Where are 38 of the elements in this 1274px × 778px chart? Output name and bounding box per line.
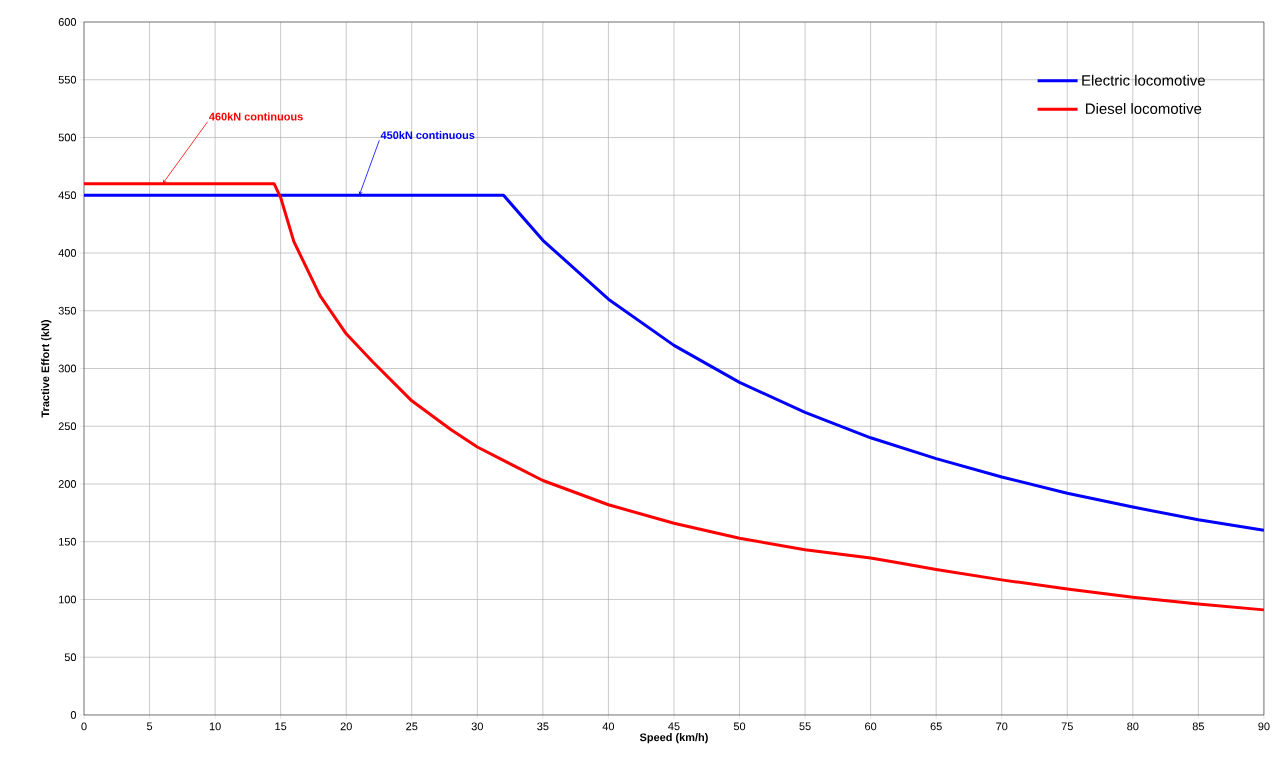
legend-label: Diesel locomotive: [1086, 103, 1202, 114]
x-tick-label: 25: [406, 722, 418, 731]
y-tick-label: 500: [58, 133, 77, 142]
x-tick-label: 80: [1127, 722, 1139, 731]
y-tick-label: 50: [64, 653, 77, 662]
x-tick-label: 35: [537, 722, 549, 731]
x-tick-label: 15: [275, 722, 287, 731]
x-tick-label: 20: [340, 722, 352, 731]
x-tick-label: 40: [602, 722, 615, 731]
y-tick-label: 150: [59, 537, 77, 546]
x-tick-label: 85: [1192, 722, 1204, 731]
x-tick-label: 10: [209, 722, 221, 731]
x-tick-label: 45: [668, 722, 680, 731]
y-tick-label: 250: [58, 422, 77, 431]
x-tick-label: 5: [146, 722, 153, 731]
y-tick-label: 550: [58, 75, 77, 84]
y-tick-label: 600: [58, 18, 77, 26]
y-tick-label: 100: [59, 595, 77, 604]
x-tick-label: 75: [1061, 722, 1073, 731]
y-axis-title: Tractive Effort (kN): [41, 320, 52, 418]
x-tick-label: 90: [1258, 722, 1270, 731]
x-tick-label: 60: [865, 722, 877, 731]
y-tick-label: 300: [58, 364, 77, 373]
x-tick-label: 50: [733, 722, 746, 731]
y-tick-label: 400: [58, 249, 77, 257]
y-tick-label: 200: [58, 480, 77, 488]
y-tick-label: 0: [70, 711, 77, 719]
y-tick-label: 350: [58, 306, 77, 315]
x-tick-label: 55: [799, 722, 811, 731]
y-tick-label: 450: [58, 191, 77, 200]
x-tick-label: 65: [930, 722, 942, 731]
x-tick-label: 70: [996, 722, 1008, 731]
annotation: 450kN continuous: [380, 130, 475, 140]
x-tick-label: 0: [81, 722, 87, 731]
x-tick-label: 30: [471, 722, 483, 731]
legend-label: Electric locomotive: [1082, 74, 1205, 86]
x-axis-title: Speed (km/h): [639, 733, 708, 744]
annotation: 460kN continuous: [209, 112, 303, 121]
